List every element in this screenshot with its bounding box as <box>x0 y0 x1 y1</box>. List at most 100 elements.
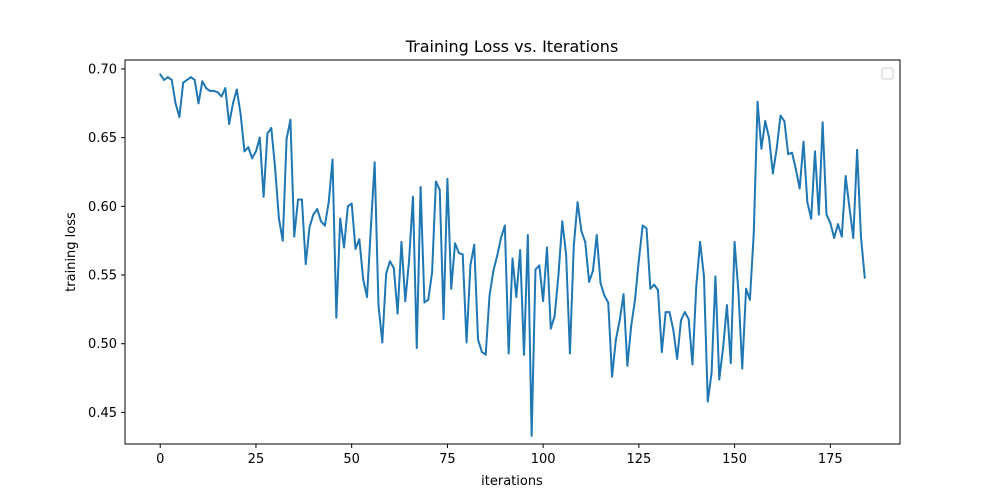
data-point <box>794 168 797 171</box>
plot-frame <box>124 59 901 445</box>
data-point <box>331 158 334 161</box>
data-point <box>614 338 617 341</box>
data-point <box>415 346 418 349</box>
data-point <box>534 268 537 271</box>
y-tick-label: 0.55 <box>88 269 117 284</box>
data-point <box>653 283 656 286</box>
data-point <box>350 202 353 205</box>
data-point <box>212 89 215 92</box>
data-point <box>745 287 748 290</box>
data-point <box>320 220 323 223</box>
data-point <box>806 201 809 204</box>
data-point <box>741 367 744 370</box>
x-tick-label: 75 <box>439 452 456 467</box>
data-point <box>178 116 181 119</box>
data-point <box>281 239 284 242</box>
data-point <box>247 146 250 149</box>
data-point <box>312 213 315 216</box>
data-point <box>634 298 637 301</box>
data-point <box>362 278 365 281</box>
data-point <box>683 311 686 314</box>
data-point <box>285 137 288 140</box>
data-point <box>526 234 529 237</box>
data-point <box>270 127 273 130</box>
data-point <box>706 400 709 403</box>
data-point <box>771 172 774 175</box>
data-point <box>691 363 694 366</box>
data-point <box>813 150 816 153</box>
data-point <box>193 78 196 81</box>
data-point <box>224 87 227 90</box>
data-point <box>373 161 376 164</box>
data-point <box>810 217 813 220</box>
data-point <box>768 136 771 139</box>
data-point <box>239 113 242 116</box>
data-point <box>622 293 625 296</box>
data-point <box>170 78 173 81</box>
data-point <box>323 224 326 227</box>
data-point <box>484 353 487 356</box>
data-point <box>737 290 740 293</box>
data-point <box>714 275 717 278</box>
data-point <box>304 263 307 266</box>
data-point <box>649 287 652 290</box>
data-point <box>308 225 311 228</box>
data-point <box>442 317 445 320</box>
data-point <box>500 236 503 239</box>
data-point <box>557 274 560 277</box>
x-tick-label: 125 <box>626 452 651 467</box>
data-point <box>660 350 663 353</box>
data-point <box>603 294 606 297</box>
data-point <box>400 241 403 244</box>
chart-title: Training Loss vs. Iterations <box>405 37 619 56</box>
x-tick-label: 25 <box>248 452 265 467</box>
legend-box <box>881 67 894 80</box>
data-point <box>702 275 705 278</box>
data-point <box>538 264 541 267</box>
data-point <box>454 242 457 245</box>
data-point <box>580 230 583 233</box>
data-point <box>775 147 778 150</box>
data-point <box>729 361 732 364</box>
data-point <box>358 238 361 241</box>
training-loss-series-line <box>159 73 866 437</box>
data-point <box>599 282 602 285</box>
y-tick-label: 0.65 <box>88 131 117 146</box>
data-point <box>335 316 338 319</box>
data-point <box>365 295 368 298</box>
data-point <box>748 298 751 301</box>
data-point <box>159 73 162 76</box>
data-point <box>377 304 380 307</box>
data-point <box>637 258 640 261</box>
data-point <box>572 245 575 248</box>
data-point <box>404 300 407 303</box>
data-point <box>657 289 660 292</box>
data-point <box>189 76 192 79</box>
data-point <box>672 328 675 331</box>
data-point <box>588 280 591 283</box>
data-point <box>611 375 614 378</box>
data-point <box>488 294 491 297</box>
data-point <box>676 357 679 360</box>
data-point <box>641 224 644 227</box>
data-point <box>664 311 667 314</box>
data-point <box>859 235 862 238</box>
x-axis-label: iterations <box>481 474 543 489</box>
data-point <box>465 341 468 344</box>
data-point <box>733 241 736 244</box>
data-point <box>431 271 434 274</box>
data-point <box>201 80 204 83</box>
data-point <box>461 253 464 256</box>
data-point <box>718 378 721 381</box>
data-point <box>699 241 702 244</box>
data-point <box>695 285 698 288</box>
data-point <box>802 140 805 143</box>
data-point <box>251 157 254 160</box>
data-point <box>339 217 342 220</box>
data-point <box>209 89 212 92</box>
data-point <box>825 213 828 216</box>
data-point <box>798 187 801 190</box>
data-point <box>327 201 330 204</box>
data-point <box>515 295 518 298</box>
data-point <box>408 258 411 261</box>
